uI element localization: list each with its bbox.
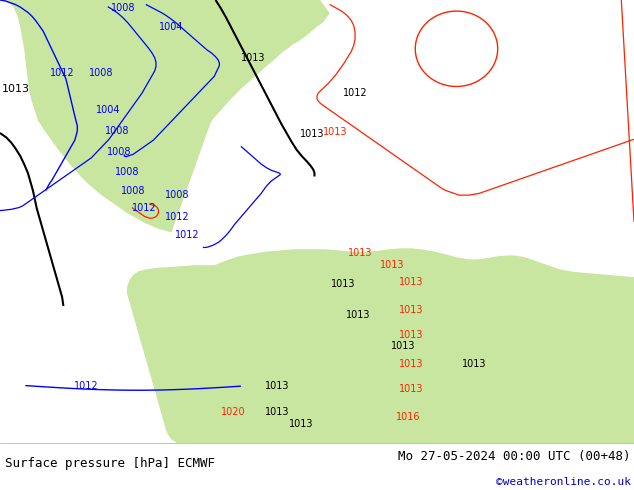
Text: 1013: 1013	[399, 359, 423, 368]
Text: 1013: 1013	[332, 279, 356, 289]
Text: 1008: 1008	[89, 68, 113, 78]
Text: 1013: 1013	[323, 127, 347, 137]
Text: 1013: 1013	[391, 341, 415, 351]
Text: 1012: 1012	[176, 230, 200, 240]
Text: 1013: 1013	[399, 384, 423, 394]
Text: 1012: 1012	[50, 68, 74, 78]
Polygon shape	[127, 248, 634, 443]
Text: 1013: 1013	[380, 260, 404, 270]
Text: 1008: 1008	[112, 3, 136, 13]
Text: 1004: 1004	[159, 22, 183, 32]
Text: 1008: 1008	[105, 126, 129, 136]
Text: 1013: 1013	[242, 52, 266, 63]
Text: 1013: 1013	[289, 419, 313, 429]
Text: 1013: 1013	[399, 305, 423, 316]
Text: 1016: 1016	[396, 412, 420, 422]
Text: 1008: 1008	[121, 186, 145, 196]
Text: 1012: 1012	[165, 212, 190, 222]
Text: 1012: 1012	[343, 88, 367, 98]
Text: 1013: 1013	[462, 359, 486, 368]
Text: 1008: 1008	[115, 167, 139, 177]
Text: 1013: 1013	[399, 330, 423, 340]
Text: 1013: 1013	[266, 407, 290, 416]
Text: ©weatheronline.co.uk: ©weatheronline.co.uk	[496, 477, 631, 487]
Text: 1013: 1013	[399, 277, 423, 287]
Text: 1013: 1013	[2, 84, 30, 94]
Text: 1008: 1008	[107, 147, 131, 157]
Text: 1013: 1013	[300, 129, 324, 139]
Text: 1012: 1012	[74, 381, 98, 391]
Text: Mo 27-05-2024 00:00 UTC (00+48): Mo 27-05-2024 00:00 UTC (00+48)	[398, 450, 631, 463]
Text: 1004: 1004	[96, 105, 120, 115]
Text: 1013: 1013	[266, 381, 290, 391]
Text: 1013: 1013	[348, 248, 372, 258]
Text: 1008: 1008	[165, 190, 190, 200]
Text: 1020: 1020	[221, 407, 245, 417]
Polygon shape	[0, 0, 330, 232]
Text: 1013: 1013	[346, 310, 370, 320]
Text: 1012: 1012	[133, 203, 157, 214]
Text: Surface pressure [hPa] ECMWF: Surface pressure [hPa] ECMWF	[5, 457, 215, 469]
